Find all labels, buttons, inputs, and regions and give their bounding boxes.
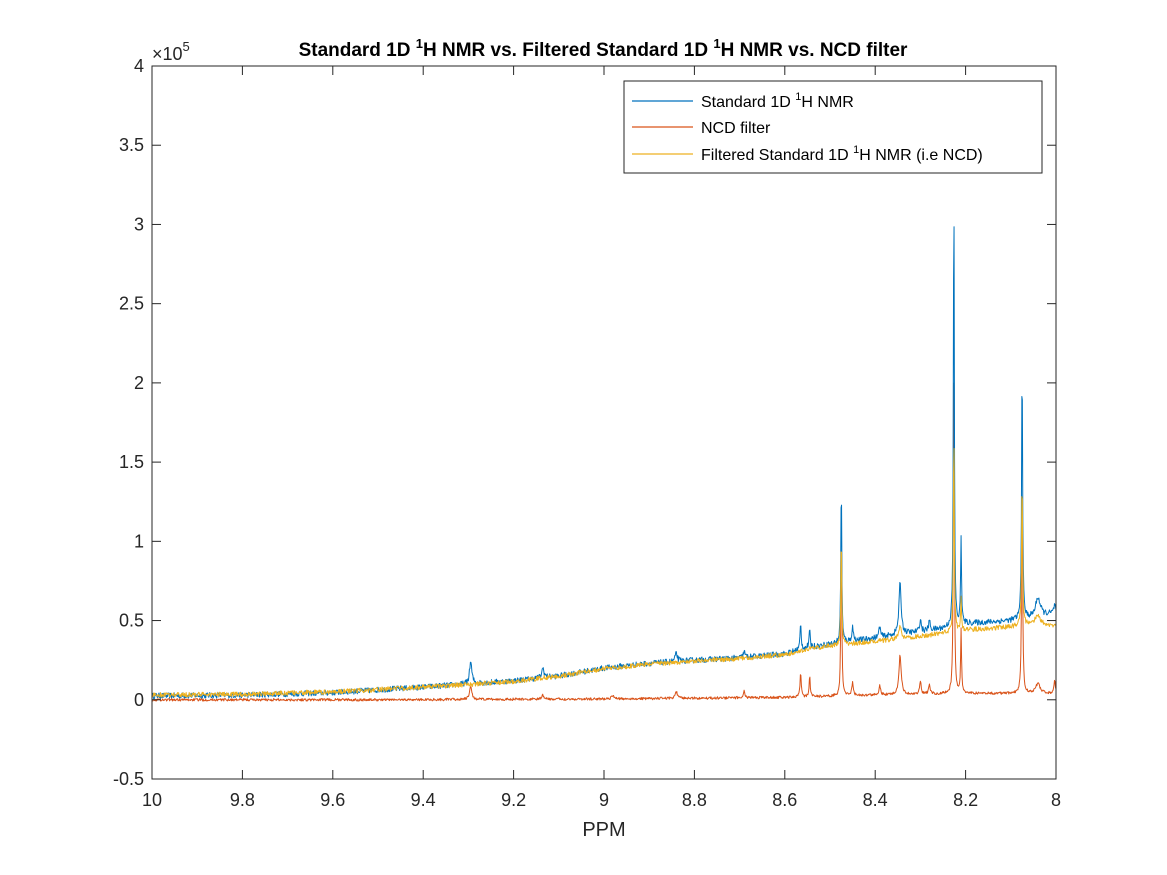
series-ncd-filter-line [152, 382, 1056, 702]
x-tick-label: 9.4 [411, 790, 436, 810]
x-axis-ticks: 10 9.8 9.6 9.4 9.2 9 8.8 8.6 8.4 8.2 8 [142, 66, 1061, 810]
x-tick-label: 9.6 [320, 790, 345, 810]
x-tick-label: 10 [142, 790, 162, 810]
y-axis-ticks: -0.5 0 0.5 1 1.5 2 2.5 3 3.5 4 [113, 56, 1056, 789]
legend-label-standard: Standard 1D 1H NMR [701, 91, 854, 111]
y-tick-label: 2.5 [119, 294, 144, 314]
y-tick-label: 2 [134, 373, 144, 393]
series-group [152, 226, 1056, 702]
y-tick-label: 1.5 [119, 452, 144, 472]
y-tick-label: -0.5 [113, 769, 144, 789]
y-tick-label: 1 [134, 531, 144, 551]
chart-title: Standard 1D 1H NMR vs. Filtered Standard… [299, 36, 908, 61]
y-tick-label: 4 [134, 56, 144, 76]
x-tick-label: 8 [1051, 790, 1061, 810]
x-tick-label: 8.4 [863, 790, 888, 810]
y-tick-label: 0.5 [119, 611, 144, 631]
x-tick-label: 9 [599, 790, 609, 810]
plot-area [152, 226, 1056, 702]
y-tick-label: 0 [134, 690, 144, 710]
legend-label-filtered: Filtered Standard 1D 1H NMR (i.e NCD) [701, 144, 983, 164]
series-filtered-line [152, 447, 1056, 698]
x-tick-label: 8.8 [682, 790, 707, 810]
legend: Standard 1D 1H NMR NCD filter Filtered S… [623, 80, 1043, 174]
x-tick-label: 9.8 [230, 790, 255, 810]
y-axis-exponent-label: ×105 [152, 39, 190, 64]
x-tick-label: 8.6 [772, 790, 797, 810]
x-tick-label: 8.2 [953, 790, 978, 810]
y-tick-label: 3.5 [119, 135, 144, 155]
legend-box [623, 80, 1043, 174]
x-axis-label: PPM [582, 819, 625, 841]
legend-label-ncd-filter: NCD filter [701, 120, 771, 137]
x-tick-label: 9.2 [501, 790, 526, 810]
y-tick-label: 3 [134, 214, 144, 234]
